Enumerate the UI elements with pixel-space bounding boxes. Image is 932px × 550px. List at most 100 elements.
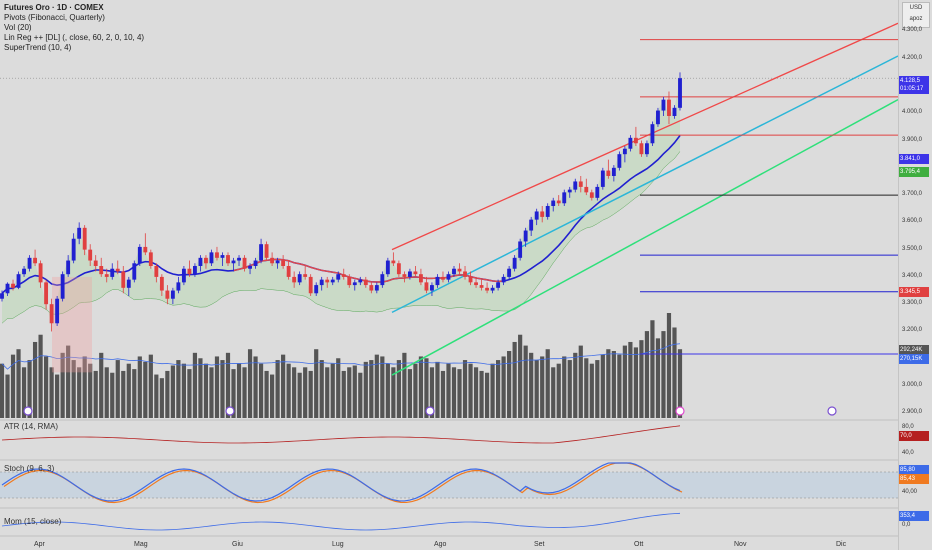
- legend-linreg[interactable]: Lin Reg ++ [DL] (, close, 60, 2, 0, 10, …: [4, 33, 145, 42]
- volume-bar: [66, 345, 71, 418]
- candle-body: [490, 287, 495, 291]
- volume-bar: [325, 367, 330, 418]
- volume-bar: [104, 367, 109, 418]
- volume-bar: [556, 363, 561, 418]
- x-tick: Dic: [836, 541, 847, 548]
- candle-body: [352, 282, 357, 286]
- candle-body: [60, 274, 65, 299]
- candle-body: [187, 268, 192, 275]
- candle-body: [22, 268, 26, 275]
- mom-tick-0: 0,0: [902, 522, 911, 528]
- atr-line: [1, 425, 681, 444]
- candle-body: [551, 200, 556, 206]
- x-tick: Ago: [434, 541, 447, 548]
- volume-bar: [380, 356, 385, 418]
- mom-tag: 353,4: [899, 511, 929, 521]
- chart-legend: Futures Oro · 1D · COMEX Pivots (Fibonac…: [4, 3, 144, 53]
- volume-bar: [297, 372, 302, 418]
- pivot-support-tag: 3.345,5: [899, 287, 929, 297]
- y-tick: 3.400,0: [902, 272, 923, 279]
- candle-body: [650, 124, 655, 144]
- currency-label: USD: [909, 5, 923, 11]
- stoch-label[interactable]: Stoch (9, 6, 3): [4, 464, 55, 473]
- candle-body: [468, 276, 473, 283]
- candle-body: [633, 137, 638, 144]
- y-tick: 4.200,0: [902, 54, 923, 61]
- volume-bar: [99, 352, 104, 418]
- volume-bar: [292, 367, 297, 418]
- supertrend-zone: [2, 78, 680, 324]
- candle-body: [314, 285, 319, 294]
- candle-body: [292, 276, 297, 283]
- candle-body: [319, 279, 324, 286]
- candle-body: [347, 276, 352, 286]
- legend-volume[interactable]: Vol (20): [4, 23, 32, 32]
- candle-body: [204, 257, 208, 264]
- y-tick: 3.300,0: [902, 300, 923, 307]
- candle-body: [38, 263, 43, 283]
- y-tick: 3.900,0: [902, 136, 923, 143]
- volume-bar: [407, 369, 412, 418]
- legend-supertrend[interactable]: SuperTrend (10, 4): [4, 43, 72, 52]
- volume-bar: [253, 356, 258, 418]
- volume-bar: [137, 356, 142, 418]
- volume-bar: [82, 356, 87, 418]
- y-tick: 3.000,0: [902, 382, 923, 388]
- volume-bar: [584, 358, 589, 418]
- legend-pivots[interactable]: Pivots (Fibonacci, Quarterly): [4, 13, 105, 22]
- volume-bar: [666, 313, 672, 418]
- volume-bar: [148, 354, 153, 418]
- countdown-value: 01:05:17: [900, 86, 924, 92]
- volume-bar: [209, 367, 214, 418]
- candle-body: [595, 186, 600, 198]
- volume-bar: [518, 334, 523, 418]
- mom-label[interactable]: Mom (15, close): [4, 517, 62, 526]
- volume-bar: [121, 370, 126, 418]
- pivot-zone: [52, 276, 92, 373]
- volume-bar: [633, 347, 638, 418]
- candle-body: [49, 304, 54, 324]
- candle-body: [275, 260, 280, 264]
- candle-body: [11, 283, 15, 288]
- volume-bar: [16, 349, 21, 418]
- candle-body: [165, 290, 170, 299]
- regression-lower-line: [391, 98, 899, 376]
- volume-bar: [672, 327, 677, 418]
- candle-body: [264, 244, 269, 258]
- volume-bar: [479, 370, 484, 418]
- last-price-value: 4.128,5: [900, 78, 921, 84]
- candle-body: [88, 249, 93, 261]
- regression-mid-tag: 3.841,0: [899, 154, 929, 164]
- stoch-d-tag: 85,43: [899, 474, 929, 484]
- volume-bar: [203, 363, 209, 418]
- regression-upper-line: [391, 22, 899, 251]
- candle-body: [231, 260, 236, 264]
- candle-body: [115, 268, 120, 272]
- volume-bar: [562, 356, 567, 418]
- candle-body: [259, 244, 264, 261]
- atr-tick-40: 40,0: [902, 450, 914, 456]
- volume-bar: [330, 363, 335, 418]
- volume-bar: [170, 365, 175, 418]
- volume-bar: [165, 370, 170, 418]
- supertrend-tag: 3.795,4: [899, 167, 929, 177]
- candle-body: [430, 285, 434, 291]
- candle-body: [418, 274, 423, 283]
- currency-box[interactable]: USD apoz: [902, 2, 930, 28]
- candle-body: [110, 268, 115, 277]
- volume-bar: [303, 367, 308, 418]
- volume-bar: [110, 372, 115, 418]
- candle-body: [424, 282, 429, 291]
- candle-body: [628, 137, 633, 149]
- candle-body: [55, 298, 60, 324]
- candle-body: [226, 255, 230, 264]
- volume-bar: [578, 345, 583, 418]
- volume-ma-line: [1, 343, 681, 370]
- volume-bar: [93, 370, 98, 418]
- volume-bar: [187, 369, 192, 418]
- atr-label[interactable]: ATR (14, RMA): [4, 422, 59, 431]
- moving-average-bull-line: [503, 134, 681, 282]
- y-tick: 2.900,0: [902, 409, 923, 416]
- candle-body: [611, 167, 616, 176]
